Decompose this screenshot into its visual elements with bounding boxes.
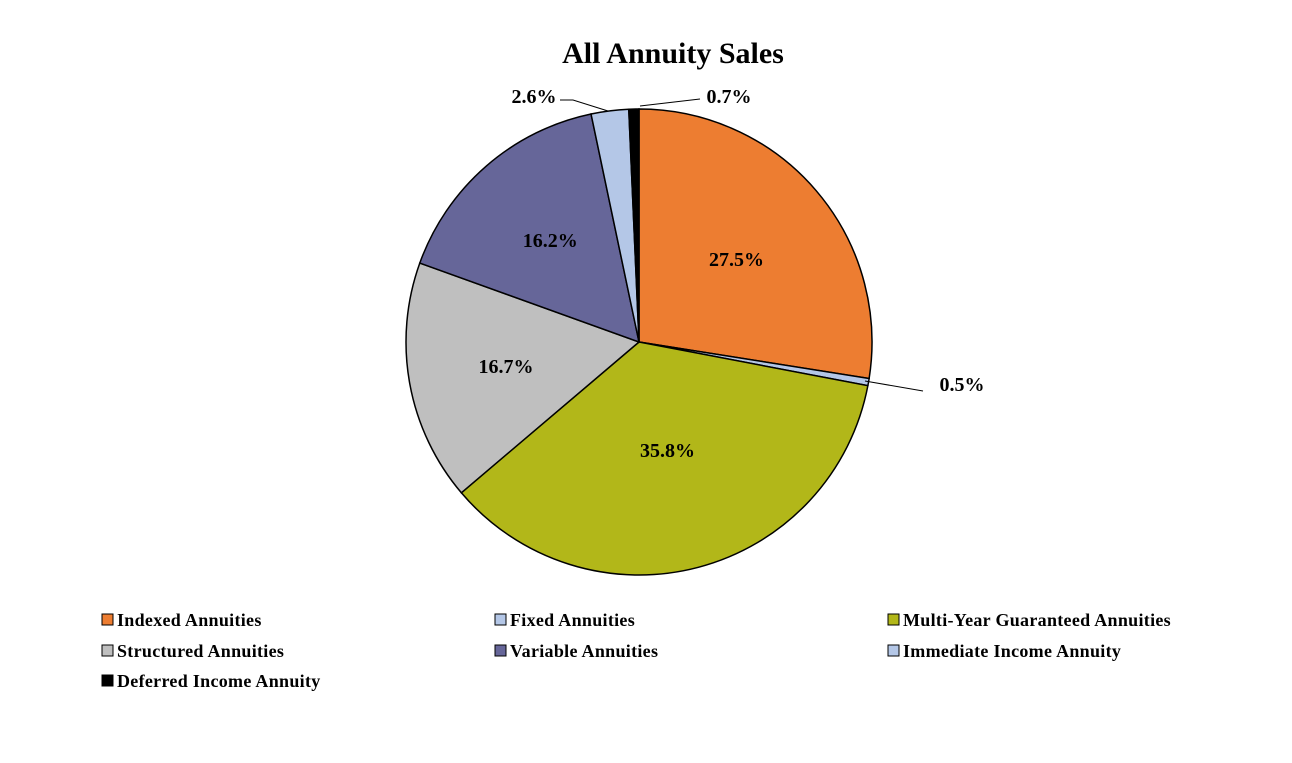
legend-swatch-variable-annuities (494, 644, 507, 657)
data-label-structured-annuities: 16.7% (479, 356, 534, 378)
data-label-variable-annuities: 16.2% (523, 230, 578, 252)
legend-swatch-fixed-annuities (494, 613, 507, 626)
leader-line-fixed-annuities (864, 380, 924, 392)
data-labels: 27.5% 0.5% 35.8% 16.7% 16.2% 2.6% 0.7% (479, 86, 985, 462)
legend-item-deferred-income-annuity: Deferred Income Annuity (101, 671, 321, 691)
legend-swatch-structured-annuities (101, 644, 114, 657)
legend-label-structured-annuities: Structured Annuities (117, 641, 284, 661)
legend-label-variable-annuities: Variable Annuities (510, 641, 658, 661)
legend-item-fixed-annuities: Fixed Annuities (494, 610, 635, 630)
leader-lines (560, 98, 924, 392)
legend-label-fixed-annuities: Fixed Annuities (510, 610, 635, 630)
legend-item-structured-annuities: Structured Annuities (101, 641, 284, 661)
legend-label-immediate-income-annuity: Immediate Income Annuity (903, 641, 1121, 661)
legend-item-variable-annuities: Variable Annuities (494, 641, 658, 661)
pie-slices (405, 108, 873, 576)
data-label-fixed-annuities: 0.5% (940, 374, 985, 396)
leader-line-deferred-income-annuity (639, 98, 701, 107)
pie-slice-multi-year-guaranteed-annuities (460, 341, 869, 576)
data-label-indexed-annuities: 27.5% (709, 249, 764, 271)
data-label-immediate-income-annuity: 2.6% (512, 86, 557, 108)
legend-item-multi-year-guaranteed-annuities: Multi-Year Guaranteed Annuities (887, 610, 1171, 630)
legend-label-multi-year-guaranteed-annuities: Multi-Year Guaranteed Annuities (903, 610, 1171, 630)
legend-swatch-multi-year-guaranteed-annuities (887, 613, 900, 626)
legend-swatch-immediate-income-annuity (887, 644, 900, 657)
pie-slice-structured-annuities (405, 262, 641, 494)
legend-label-indexed-annuities: Indexed Annuities (117, 610, 262, 630)
chart-title: All Annuity Sales (562, 37, 784, 70)
legend-item-immediate-income-annuity: Immediate Income Annuity (887, 641, 1121, 661)
pie-slice-deferred-income-annuity (627, 108, 640, 343)
chart-legend: Indexed Annuities Fixed Annuities Multi-Ye… (101, 610, 1171, 691)
pie-slice-indexed-annuities (638, 108, 873, 380)
legend-item-indexed-annuities: Indexed Annuities (101, 610, 262, 630)
pie-slice-variable-annuities (418, 113, 641, 344)
legend-label-deferred-income-annuity: Deferred Income Annuity (117, 671, 321, 691)
data-label-deferred-income-annuity: 0.7% (707, 86, 752, 108)
legend-swatch-indexed-annuities (101, 613, 114, 626)
leader-line-immediate-income-annuity (560, 99, 609, 112)
data-label-multi-year-guaranteed-annuities: 35.8% (640, 440, 695, 462)
legend-swatch-deferred-income-annuity (101, 674, 114, 687)
